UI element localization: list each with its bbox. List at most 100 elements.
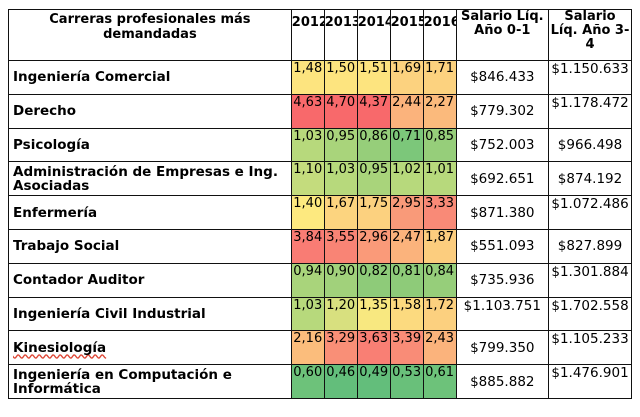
salary-year34-cell: $874.192 xyxy=(548,161,632,197)
career-column-header: Carreras profesionales más demandadas xyxy=(8,9,292,61)
salary-year34-cell: $827.899 xyxy=(548,228,632,264)
demand-cell: 1,72 xyxy=(422,296,457,332)
year-header: 2013 xyxy=(323,9,358,61)
table-row: Psicología 1,03 0,95 0,86 0,71 0,85 $752… xyxy=(8,127,632,163)
career-name: Psicología xyxy=(8,127,292,163)
demand-cell: 1,40 xyxy=(290,195,325,230)
demand-cell: 1,67 xyxy=(323,195,358,230)
demand-cell: 3,29 xyxy=(323,330,358,366)
career-name: Derecho xyxy=(8,93,292,129)
year-header: 2014 xyxy=(356,9,391,61)
demand-cell: 1,02 xyxy=(389,161,424,197)
table-row: Ingeniería Comercial 1,48 1,50 1,51 1,69… xyxy=(8,60,632,95)
demand-cell: 2,95 xyxy=(389,195,424,230)
demand-cell: 2,44 xyxy=(389,93,424,129)
spellcheck-underline: Kinesiología xyxy=(13,339,107,356)
career-name: Administración de Empresas e Ing. Asocia… xyxy=(8,161,292,197)
career-name: Ingeniería en Computación e Informática xyxy=(8,364,292,399)
table-row: Trabajo Social 3,84 3,55 2,96 2,47 1,87 … xyxy=(8,228,632,264)
demand-cell: 3,84 xyxy=(290,228,325,264)
demand-cell: 1,75 xyxy=(356,195,391,230)
salary-year1-cell: $735.936 xyxy=(455,262,550,298)
demand-cell: 2,16 xyxy=(290,330,325,366)
demand-cell: 1,03 xyxy=(290,296,325,332)
demand-cell: 1,10 xyxy=(290,161,325,197)
demand-cell: 0,71 xyxy=(389,127,424,163)
demand-cell: 0,53 xyxy=(389,364,424,399)
table-row: Ingeniería en Computación e Informática … xyxy=(8,364,632,399)
salary-year1-cell: $846.433 xyxy=(455,60,550,95)
demand-cell: 0,94 xyxy=(290,262,325,298)
salary-year34-cell: $1.105.233 xyxy=(548,330,632,366)
salary-year34-cell: $1.702.558 xyxy=(548,296,632,332)
demand-cell: 0,85 xyxy=(422,127,457,163)
header-row: Carreras profesionales más demandadas 20… xyxy=(8,9,632,61)
salary-year1-header: Salario Líq. Año 0-1 xyxy=(455,9,550,61)
salary-year34-cell: $1.301.884 xyxy=(548,262,632,298)
career-name: Kinesiología xyxy=(8,330,292,366)
demand-cell: 3,55 xyxy=(323,228,358,264)
salary-year1-cell: $799.350 xyxy=(455,330,550,366)
demand-cell: 2,96 xyxy=(356,228,391,264)
career-name: Contador Auditor xyxy=(8,262,292,298)
demand-cell: 1,50 xyxy=(323,60,358,95)
table-row: Kinesiología 2,16 3,29 3,63 3,39 2,43 $7… xyxy=(8,330,632,366)
salary-year1-cell: $871.380 xyxy=(455,195,550,230)
demand-cell: 2,47 xyxy=(389,228,424,264)
demand-cell: 4,70 xyxy=(323,93,358,129)
demand-cell: 0,95 xyxy=(323,127,358,163)
demand-cell: 1,87 xyxy=(422,228,457,264)
demand-cell: 1,03 xyxy=(323,161,358,197)
demand-cell: 1,35 xyxy=(356,296,391,332)
career-name: Ingeniería Comercial xyxy=(8,60,292,95)
demand-cell: 0,46 xyxy=(323,364,358,399)
demand-cell: 4,37 xyxy=(356,93,391,129)
career-name: Enfermería xyxy=(8,195,292,230)
demand-cell: 0,82 xyxy=(356,262,391,298)
table-row: Administración de Empresas e Ing. Asocia… xyxy=(8,161,632,197)
demand-cell: 0,90 xyxy=(323,262,358,298)
table-row: Derecho 4,63 4,70 4,37 2,44 2,27 $779.30… xyxy=(8,93,632,129)
demand-cell: 1,01 xyxy=(422,161,457,197)
demand-cell: 1,20 xyxy=(323,296,358,332)
demand-cell: 1,71 xyxy=(422,60,457,95)
demand-cell: 1,51 xyxy=(356,60,391,95)
demand-cell: 0,95 xyxy=(356,161,391,197)
demand-cell: 0,86 xyxy=(356,127,391,163)
careers-table: Carreras profesionales más demandadas 20… xyxy=(8,9,632,399)
demand-cell: 0,61 xyxy=(422,364,457,399)
demand-cell: 0,49 xyxy=(356,364,391,399)
demand-cell: 2,43 xyxy=(422,330,457,366)
salary-year1-cell: $885.882 xyxy=(455,364,550,399)
demand-cell: 2,27 xyxy=(422,93,457,129)
demand-cell: 0,81 xyxy=(389,262,424,298)
demand-cell: 3,63 xyxy=(356,330,391,366)
salary-year1-cell: $1.103.751 xyxy=(455,296,550,332)
salary-year1-cell: $692.651 xyxy=(455,161,550,197)
table-row: Ingeniería Civil Industrial 1,03 1,20 1,… xyxy=(8,296,632,332)
demand-cell: 4,63 xyxy=(290,93,325,129)
demand-cell: 0,60 xyxy=(290,364,325,399)
year-header: 2016 xyxy=(422,9,457,61)
table-row: Contador Auditor 0,94 0,90 0,82 0,81 0,8… xyxy=(8,262,632,298)
salary-year34-cell: $1.150.633 xyxy=(548,60,632,95)
demand-cell: 1,03 xyxy=(290,127,325,163)
year-header: 2015 xyxy=(389,9,424,61)
table-row: Enfermería 1,40 1,67 1,75 2,95 3,33 $871… xyxy=(8,195,632,230)
career-name: Trabajo Social xyxy=(8,228,292,264)
salary-year34-cell: $966.498 xyxy=(548,127,632,163)
salary-year1-cell: $752.003 xyxy=(455,127,550,163)
demand-cell: 3,39 xyxy=(389,330,424,366)
demand-cell: 1,58 xyxy=(389,296,424,332)
career-name: Ingeniería Civil Industrial xyxy=(8,296,292,332)
demand-cell: 0,84 xyxy=(422,262,457,298)
demand-cell: 1,69 xyxy=(389,60,424,95)
demand-cell: 1,48 xyxy=(290,60,325,95)
salary-year1-cell: $551.093 xyxy=(455,228,550,264)
salary-year1-cell: $779.302 xyxy=(455,93,550,129)
salary-year34-cell: $1.072.486 xyxy=(548,195,632,230)
demand-cell: 3,33 xyxy=(422,195,457,230)
salary-year34-cell: $1.178.472 xyxy=(548,93,632,129)
salary-year34-cell: $1.476.901 xyxy=(548,364,632,399)
